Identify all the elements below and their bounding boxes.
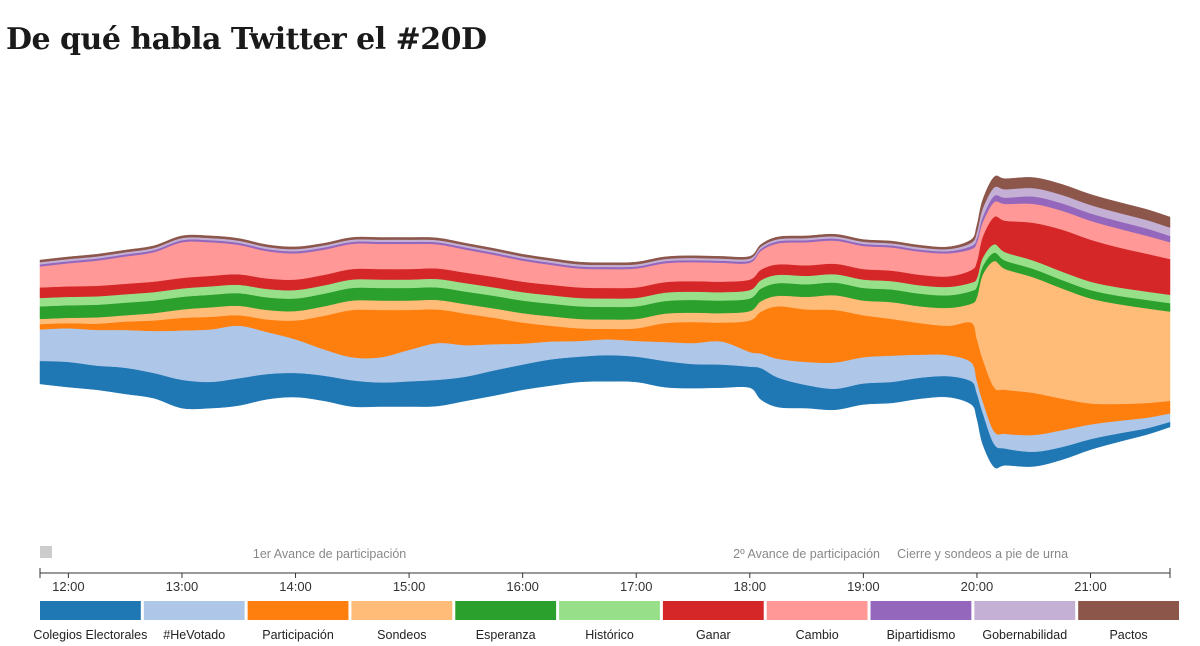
annotation-label: 1er Avance de participación bbox=[253, 547, 406, 561]
x-tick-label: 19:00 bbox=[847, 579, 880, 594]
x-tick-label: 16:00 bbox=[506, 579, 539, 594]
legend-swatch-pactos bbox=[1078, 601, 1179, 620]
legend-swatch-esperanza bbox=[455, 601, 557, 620]
legend-swatch-sondeos bbox=[351, 601, 453, 620]
legend-label-colegios-electorales: Colegios Electorales bbox=[33, 628, 147, 642]
annotation-label: 2º Avance de participación bbox=[733, 547, 880, 561]
series-area-pactos bbox=[39, 175, 1171, 266]
page-title: De qué habla Twitter el #20D bbox=[6, 22, 487, 57]
legend-swatch-participacion bbox=[247, 601, 349, 620]
annotation-label: Cierre y sondeos a pie de urna bbox=[897, 547, 1068, 561]
x-tick-label: 12:00 bbox=[52, 579, 85, 594]
legend-label-cambio: Cambio bbox=[796, 628, 839, 642]
legend-swatch-ganar bbox=[662, 601, 764, 620]
legend-label-pactos: Pactos bbox=[1109, 628, 1147, 642]
legend-label-participacion: Participación bbox=[262, 628, 334, 642]
x-tick-label: 20:00 bbox=[961, 579, 994, 594]
x-tick-label: 13:00 bbox=[166, 579, 199, 594]
legend-label-historico: Histórico bbox=[585, 628, 634, 642]
legend-label-gobernabilidad: Gobernabilidad bbox=[982, 628, 1067, 642]
legend-swatch-bipartidismo bbox=[870, 601, 972, 620]
legend-label-esperanza: Esperanza bbox=[476, 628, 536, 642]
gray-square-icon bbox=[40, 546, 52, 558]
x-tick-label: 17:00 bbox=[620, 579, 653, 594]
x-tick-label: 14:00 bbox=[279, 579, 312, 594]
legend-label-hevotado: #HeVotado bbox=[163, 628, 225, 642]
legend-label-bipartidismo: Bipartidismo bbox=[887, 628, 956, 642]
stream-layers bbox=[39, 175, 1171, 469]
legend-swatch-historico bbox=[559, 601, 660, 620]
legend-swatch-hevotado bbox=[143, 601, 245, 620]
legend-swatch-colegios-electorales bbox=[40, 601, 141, 620]
x-tick-label: 18:00 bbox=[734, 579, 767, 594]
legend-swatch-gobernabilidad bbox=[974, 601, 1076, 620]
legend-swatch-cambio bbox=[766, 601, 868, 620]
legend-label-sondeos: Sondeos bbox=[377, 628, 426, 642]
x-tick-label: 21:00 bbox=[1074, 579, 1107, 594]
x-tick-label: 15:00 bbox=[393, 579, 426, 594]
legend-label-ganar: Ganar bbox=[696, 628, 731, 642]
